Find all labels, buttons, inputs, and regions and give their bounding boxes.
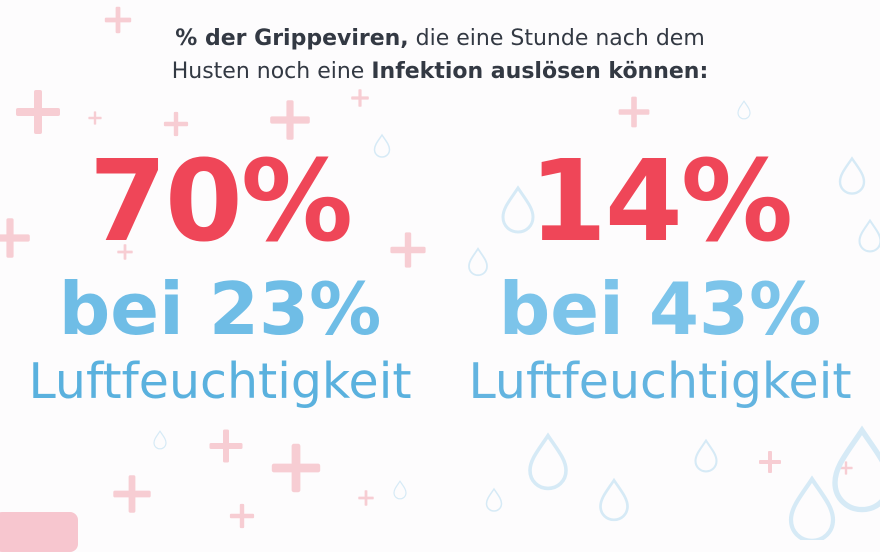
humidity-label-right: Luftfeuchtigkeit xyxy=(440,352,880,412)
stat-left: 70% bei 23% Luftfeuchtigkeit xyxy=(0,140,440,412)
plus-icon xyxy=(164,112,188,136)
percent-value-right: 14% xyxy=(440,140,880,264)
plus-icon xyxy=(88,111,101,124)
water-drop-icon xyxy=(696,441,717,472)
water-drop-icon xyxy=(835,430,880,509)
water-drop-icon xyxy=(601,480,628,520)
plus-icon xyxy=(210,430,243,463)
plus-icon xyxy=(113,475,150,512)
humidity-value-left: bei 23% xyxy=(0,266,440,352)
headline-bold-1: % der Grippeviren, xyxy=(175,26,408,51)
headline-text-2: die eine Stunde nach dem xyxy=(409,26,705,51)
corner-badge xyxy=(0,512,78,552)
plus-icon xyxy=(272,444,320,492)
water-drop-icon xyxy=(154,431,166,449)
headline-bold-4: Infektion auslösen können: xyxy=(371,59,708,84)
plus-icon xyxy=(351,89,369,107)
plus-icon xyxy=(759,451,781,473)
plus-icon xyxy=(270,100,310,140)
plus-icon xyxy=(619,97,650,128)
percent-value-left: 70% xyxy=(0,140,440,264)
water-drop-icon xyxy=(791,479,833,540)
humidity-label-left: Luftfeuchtigkeit xyxy=(0,352,440,412)
stat-right: 14% bei 43% Luftfeuchtigkeit xyxy=(440,140,880,412)
water-drop-icon xyxy=(738,101,750,119)
water-drop-icon xyxy=(394,481,406,499)
plus-icon xyxy=(16,90,60,134)
water-drop-icon xyxy=(487,489,502,511)
headline-text-3: Husten noch eine xyxy=(172,59,372,84)
plus-icon xyxy=(230,504,254,528)
humidity-value-right: bei 43% xyxy=(440,266,880,352)
plus-icon xyxy=(358,490,373,505)
water-drop-icon xyxy=(530,436,566,489)
headline: % der Grippeviren, die eine Stunde nach … xyxy=(0,22,880,88)
